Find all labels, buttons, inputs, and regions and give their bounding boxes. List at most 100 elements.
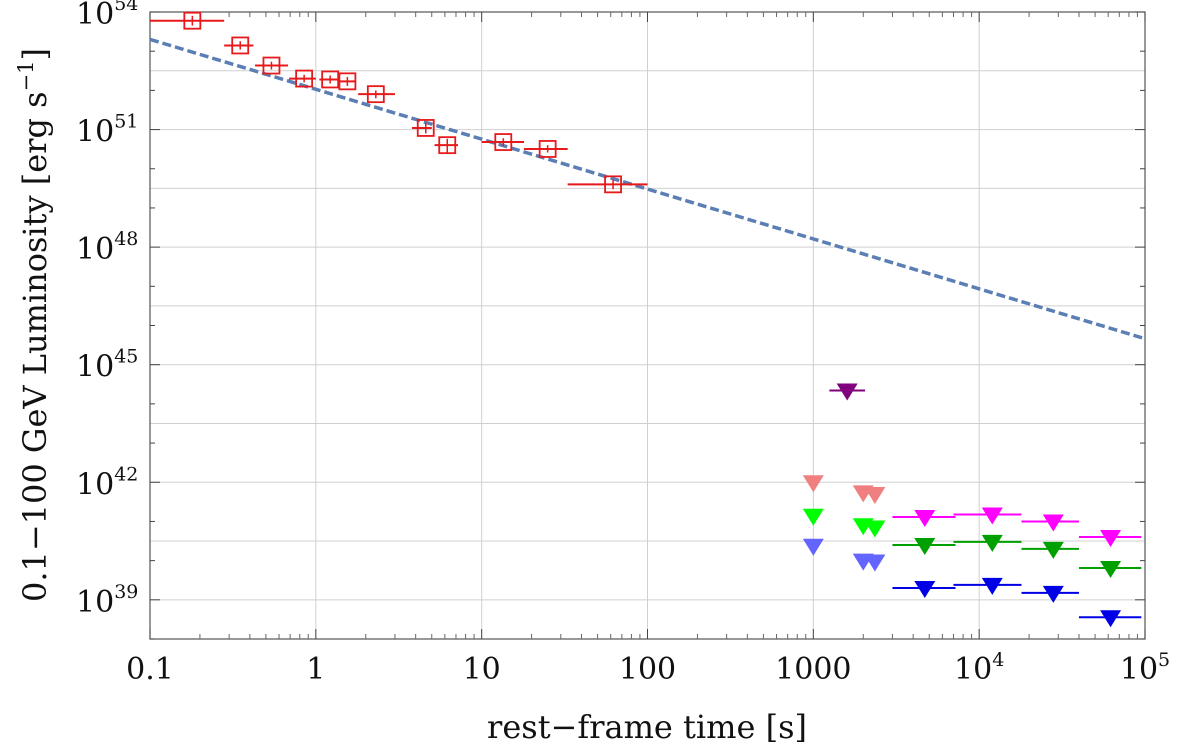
x-tick-label-base: 10	[463, 652, 501, 687]
x-tick-label: 1000	[775, 652, 851, 687]
upper-limit-marker	[981, 534, 1003, 552]
upper-limit-point	[953, 577, 1022, 595]
y-tick-label-base: 10	[76, 585, 114, 620]
upper-limit-point	[802, 538, 824, 556]
upper-limit-point	[1021, 541, 1080, 559]
upper-limit-marker	[1100, 530, 1122, 548]
y-tick-label: 1045	[76, 346, 138, 385]
detection-marker	[338, 72, 357, 91]
y-tick-label-exponent: 48	[114, 228, 138, 250]
detection-points	[150, 11, 648, 194]
detection-point	[481, 133, 524, 151]
detection-marker	[231, 36, 250, 55]
upper-limit-point	[802, 475, 824, 493]
detection-marker	[366, 85, 385, 104]
upper-limit-marker	[1042, 514, 1064, 532]
upper-limit-point	[864, 554, 886, 572]
detection-point	[338, 72, 357, 91]
y-tick-label-base: 10	[76, 115, 114, 150]
y-axis-label: 0.1−100 GeV Luminosity [erg s−1]	[14, 48, 54, 602]
x-tick-label-base: 1000	[775, 652, 851, 687]
y-tick-label: 1048	[76, 228, 138, 267]
detection-marker	[321, 70, 340, 89]
upper-limit-point	[953, 507, 1022, 525]
y-tick-label-exponent: 39	[114, 581, 138, 603]
upper-limit-marker	[802, 508, 824, 526]
x-tick-label-base: 1	[306, 652, 325, 687]
x-tick-label-base: 10	[1120, 652, 1158, 687]
upper-limit-marker	[836, 383, 858, 401]
upper-limit-marker	[914, 509, 936, 527]
y-tick-label-base: 10	[76, 467, 114, 502]
upper-limit-marker	[864, 554, 886, 572]
detection-point	[289, 69, 316, 88]
upper-limit-point	[1079, 610, 1142, 628]
fit-line-dashed	[149, 37, 1146, 341]
detection-marker	[538, 140, 557, 158]
upper-limit-marker	[1100, 560, 1122, 578]
detection-point	[319, 70, 340, 89]
upper-limit-marker	[1100, 610, 1122, 628]
y-axis-label-exponent: −1	[14, 60, 38, 91]
upper-limit-point	[892, 538, 956, 556]
detection-marker	[262, 56, 281, 75]
x-tick-label: 100	[619, 652, 676, 687]
x-tick-label: 105	[1120, 649, 1170, 687]
upper-limit-marker	[864, 520, 886, 538]
detection-point	[224, 36, 254, 55]
detection-point	[434, 136, 459, 155]
x-tick-label: 0.1	[126, 652, 174, 687]
y-tick-label-exponent: 54	[114, 0, 138, 15]
y-tick-label-exponent: 45	[114, 346, 138, 368]
detection-marker	[416, 119, 435, 137]
x-tick-label-base: 0.1	[126, 652, 174, 687]
detection-point	[358, 85, 395, 104]
x-tick-label-base: 10	[954, 652, 992, 687]
y-tick-label-base: 10	[76, 350, 114, 385]
upper-limit-point	[802, 508, 824, 526]
fit-line	[149, 37, 1146, 341]
upper-limit-marker	[864, 487, 886, 505]
upper-limit-marker	[1042, 541, 1064, 559]
x-tick-label-base: 100	[619, 652, 676, 687]
y-tick-label: 1054	[76, 0, 138, 32]
y-tick-label: 1042	[76, 463, 138, 502]
upper-limit-point	[1079, 560, 1142, 578]
upper-limit-marker	[914, 581, 936, 599]
upper-limit-marker	[802, 475, 824, 493]
upper-limit-point	[829, 383, 866, 401]
detection-marker	[494, 133, 513, 151]
detection-marker	[183, 11, 202, 30]
x-tick-label: 10	[463, 652, 501, 687]
upper-limit-point	[953, 534, 1022, 552]
upper-limit-marker	[802, 538, 824, 556]
y-axis-label-main: 0.1−100 GeV Luminosity [erg s	[16, 91, 54, 602]
x-tick-label-exponent: 5	[1158, 649, 1170, 671]
upper-limit-point	[864, 520, 886, 538]
upper-limit-marker	[981, 577, 1003, 595]
detection-point	[567, 175, 648, 194]
detection-point	[255, 56, 289, 75]
detection-point	[150, 11, 225, 30]
upper-limit-marker	[914, 538, 936, 556]
upper-limit-point	[1021, 514, 1080, 532]
upper-limit-point	[892, 581, 956, 599]
upper-limit-marker	[1042, 585, 1064, 603]
upper-limit-marker	[981, 507, 1003, 525]
y-tick-label-exponent: 51	[114, 111, 138, 133]
upper-limit-point	[1079, 530, 1142, 548]
detection-point	[523, 140, 568, 158]
y-tick-label-exponent: 42	[114, 463, 138, 485]
x-axis-label: rest−frame time [s]	[487, 708, 807, 746]
y-tick-label: 1039	[76, 581, 138, 620]
detection-point	[411, 119, 435, 137]
upper-limit-point	[892, 509, 956, 527]
y-tick-label: 1051	[76, 111, 138, 150]
y-tick-label-base: 10	[76, 232, 114, 267]
detection-marker	[604, 175, 622, 194]
y-tick-label-base: 10	[76, 0, 114, 32]
tick-labels: 0.1 1 10 100 1000 104 105103910421045104810511…	[76, 0, 1170, 687]
x-tick-label: 1	[306, 652, 325, 687]
upper-limit-point	[1021, 585, 1080, 603]
